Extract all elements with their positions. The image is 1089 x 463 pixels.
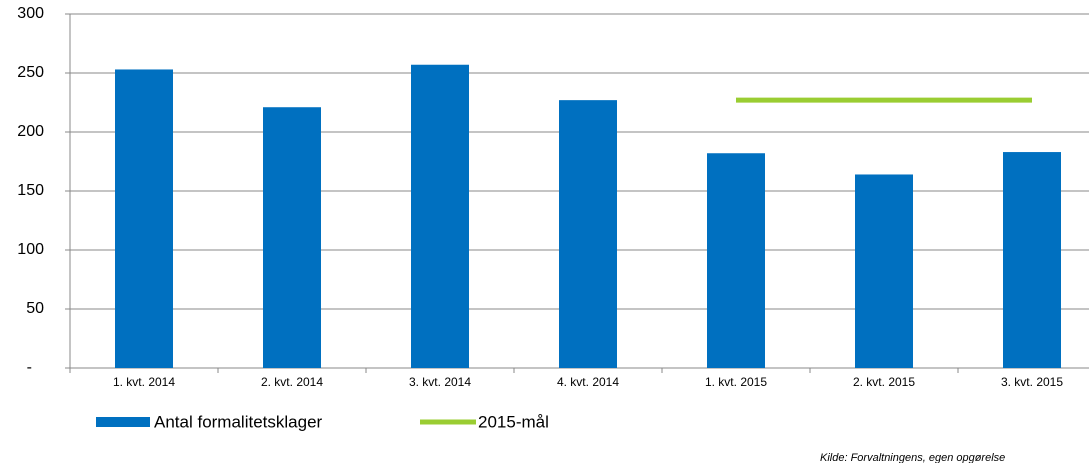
y-tick-label: 250 xyxy=(17,64,44,81)
bar xyxy=(263,107,321,368)
bar xyxy=(115,69,173,369)
x-tick-label: 3. kvt. 2014 xyxy=(409,375,471,389)
legend-label: 2015-mål xyxy=(478,412,549,431)
source-note: Kilde: Forvaltningens, egen opgørelse xyxy=(820,452,1005,463)
x-tick-label: 2. kvt. 2015 xyxy=(853,375,915,389)
bar xyxy=(411,64,469,369)
bar xyxy=(559,100,617,368)
x-tick-label: 1. kvt. 2014 xyxy=(113,375,175,389)
legend-label: Antal formalitetsklager xyxy=(154,412,323,431)
x-tick-label: 1. kvt. 2015 xyxy=(705,375,767,389)
x-tick-label: 3. kvt. 2015 xyxy=(1001,375,1063,389)
y-tick-label: 150 xyxy=(17,182,44,199)
bar xyxy=(707,153,765,368)
y-tick-label: 300 xyxy=(17,5,44,22)
bar xyxy=(855,174,913,368)
x-tick-label: 4. kvt. 2014 xyxy=(557,375,619,389)
legend-swatch xyxy=(96,417,150,427)
x-tick-label: 2. kvt. 2014 xyxy=(261,375,323,389)
bar xyxy=(1003,152,1061,368)
y-tick-label: 50 xyxy=(26,300,44,317)
y-tick-label: - xyxy=(27,359,32,376)
y-tick-label: 200 xyxy=(17,123,44,140)
y-tick-label: 100 xyxy=(17,241,44,258)
